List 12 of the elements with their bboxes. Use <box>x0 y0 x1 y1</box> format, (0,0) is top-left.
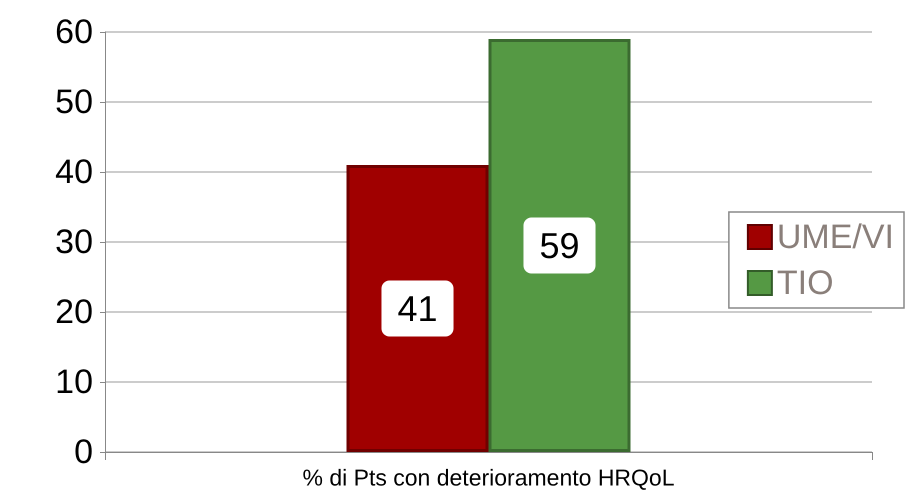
y-tick-label: 20 <box>55 293 93 331</box>
y-tick-label: 30 <box>55 223 93 261</box>
x-tick-label: % di Pts con deterioramento HRQoL <box>302 464 675 490</box>
y-tick-label: 60 <box>55 13 93 51</box>
legend-label: UME/VI <box>776 218 894 256</box>
data-label: 41 <box>397 288 438 329</box>
y-tick-label: 40 <box>55 153 93 191</box>
y-tick-label: 50 <box>55 83 93 121</box>
data-label: 59 <box>539 225 580 266</box>
y-tick-label: 10 <box>55 363 93 401</box>
legend-label: TIO <box>776 264 834 302</box>
y-tick-label: 0 <box>74 433 93 471</box>
